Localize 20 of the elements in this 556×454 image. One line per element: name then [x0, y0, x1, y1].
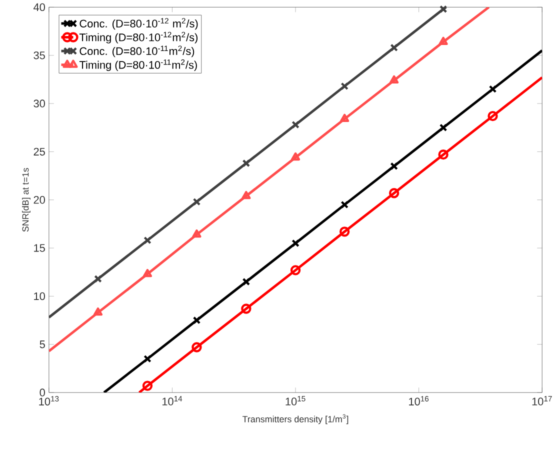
y-axis-title: SNR[dB] at t=1s: [22, 168, 30, 232]
x-axis-title: Transmitters density [1/m$^{3}$]: [242, 414, 348, 424]
x-tick-label: 10$^{14}$: [162, 396, 182, 406]
x-tick-label: 10$^{17}$: [532, 396, 552, 406]
legend-label: Conc. (D=80·10$^{-11}$m$^{2}$/s): [80, 45, 194, 57]
legend-label: Timing (D=80·10$^{-12}$m$^{2}$/s): [79, 32, 198, 44]
y-tick-label: 5: [40, 340, 45, 348]
x-tick-label: 10$^{13}$: [39, 396, 59, 406]
y-tick-label: 20: [34, 196, 45, 204]
y-tick-label: 15: [34, 244, 45, 252]
y-tick-label: 35: [34, 51, 45, 60]
legend-label: Timing (D=80·10$^{-11}$m$^{2}$/s): [79, 59, 197, 71]
y-tick-label: 25: [34, 148, 45, 156]
legend-label: Conc. (D=80·10$^{-12}$ m$^{2}$/s): [80, 18, 198, 30]
y-tick-label: 10: [34, 292, 45, 300]
x-tick-label: 10$^{16}$: [409, 396, 429, 406]
x-tick-label: 10$^{15}$: [286, 396, 306, 406]
y-tick-label: 40: [34, 3, 45, 11]
y-tick-label: 30: [34, 99, 45, 108]
y-tick-label: 0: [40, 388, 45, 396]
